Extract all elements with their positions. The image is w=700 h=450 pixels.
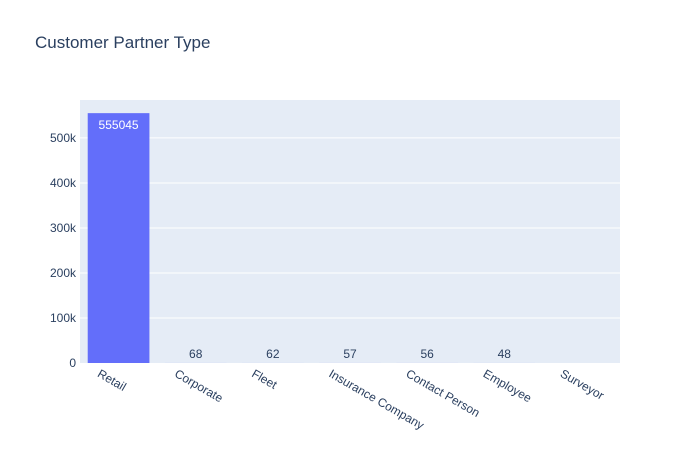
x-tick-label: Corporate xyxy=(172,366,225,405)
x-axis-ticks: Retail Corporate Fleet Insurance CompanyCon… xyxy=(95,366,606,432)
data-label: 555045 xyxy=(99,118,139,132)
y-tick-label: 200k xyxy=(50,266,77,280)
x-tick-label: Surveyor xyxy=(558,366,607,402)
bar xyxy=(87,113,150,363)
y-tick-label: 0 xyxy=(69,356,76,370)
data-label: 62 xyxy=(266,347,280,361)
x-tick-label: Retail xyxy=(95,366,129,393)
y-tick-label: 100k xyxy=(50,311,77,325)
bars xyxy=(87,113,536,363)
y-tick-label: 500k xyxy=(50,131,77,145)
y-axis-ticks: 0 100k 200k 300k 400k 500k xyxy=(50,131,77,370)
y-tick-label: 300k xyxy=(50,221,77,235)
data-label: 48 xyxy=(498,347,512,361)
data-labels: 555045 68 62 57 56 48 xyxy=(99,118,512,361)
plot-area xyxy=(80,100,620,363)
gridlines xyxy=(80,137,620,319)
x-tick-label: Contact Person xyxy=(404,366,483,419)
y-tick-label: 400k xyxy=(50,176,77,190)
chart-title: Customer Partner Type xyxy=(35,33,211,52)
data-label: 56 xyxy=(420,347,434,361)
data-label: 68 xyxy=(189,347,203,361)
data-label: 57 xyxy=(343,347,357,361)
x-tick-label: Employee xyxy=(481,366,534,405)
x-tick-label: Fleet xyxy=(249,366,280,392)
